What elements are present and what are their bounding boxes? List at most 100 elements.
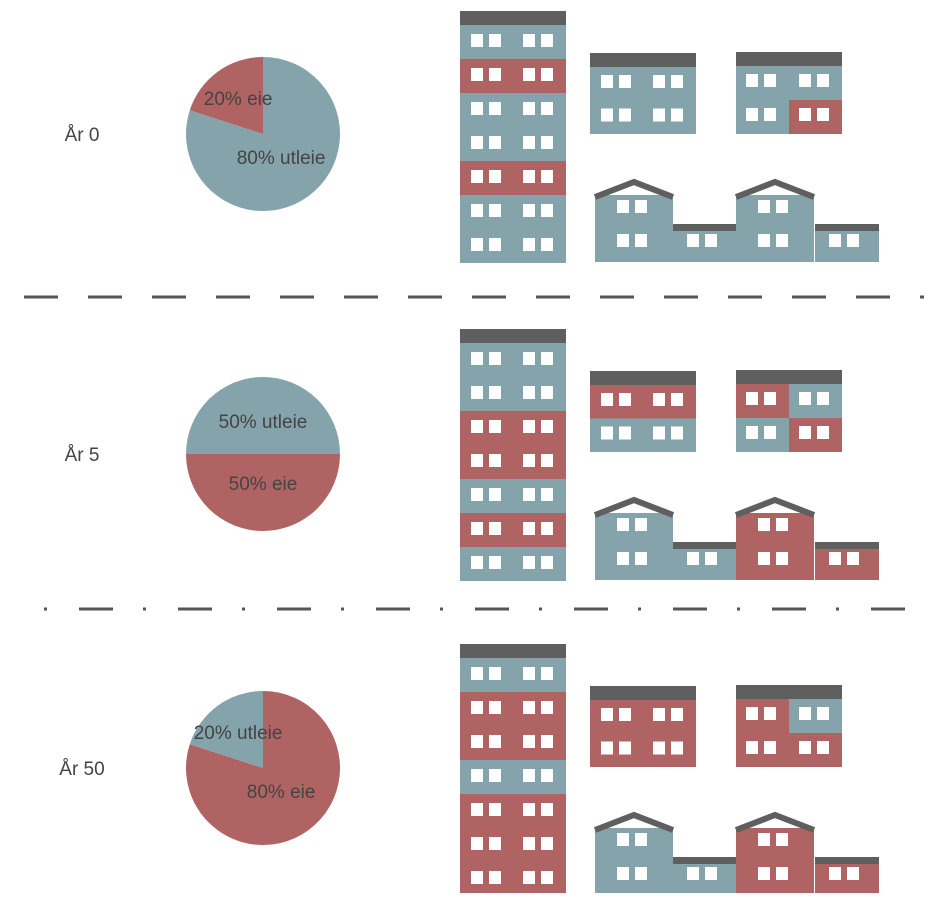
window	[471, 420, 483, 433]
window	[776, 867, 788, 880]
window	[617, 518, 629, 531]
window	[764, 741, 776, 754]
window	[817, 741, 829, 754]
house-roof	[593, 811, 675, 833]
block	[736, 733, 789, 767]
window	[619, 75, 631, 88]
window	[817, 426, 829, 439]
window	[776, 552, 788, 565]
window	[764, 392, 776, 405]
data-label: 20% eie	[204, 89, 273, 110]
window	[471, 556, 483, 569]
block	[789, 699, 842, 733]
pie-slice	[186, 454, 340, 531]
pie-slice	[189, 691, 263, 768]
link	[673, 864, 736, 895]
window	[671, 393, 683, 406]
house-roof	[734, 811, 816, 833]
window	[541, 34, 553, 47]
window	[541, 102, 553, 115]
window	[471, 667, 483, 680]
house-upper	[595, 195, 673, 228]
window	[489, 352, 501, 365]
window	[799, 392, 811, 405]
house-roof	[593, 178, 675, 200]
window	[601, 708, 613, 721]
window	[471, 522, 483, 535]
window	[746, 426, 758, 439]
window	[687, 552, 699, 565]
window	[817, 108, 829, 121]
window	[523, 735, 535, 748]
window	[758, 200, 770, 213]
window	[541, 420, 553, 433]
house-roof	[734, 178, 816, 200]
block	[789, 100, 842, 134]
house-upper	[595, 828, 673, 861]
data-label: 50% utleie	[219, 412, 308, 433]
roof	[460, 11, 566, 25]
window	[523, 204, 535, 217]
window	[489, 238, 501, 251]
window	[523, 871, 535, 884]
pie-slice	[186, 377, 340, 454]
window	[619, 108, 631, 122]
window	[541, 735, 553, 748]
window	[489, 667, 501, 680]
window	[601, 75, 613, 88]
window	[635, 200, 647, 213]
window	[471, 204, 483, 217]
block	[736, 418, 789, 452]
roof	[736, 370, 842, 384]
house-lower	[736, 861, 814, 895]
window	[541, 170, 553, 183]
window	[523, 803, 535, 816]
window	[523, 667, 535, 680]
roof	[815, 857, 879, 864]
window	[523, 352, 535, 365]
window	[635, 867, 647, 880]
window	[705, 234, 717, 247]
window	[541, 701, 553, 714]
window	[523, 238, 535, 251]
window	[635, 552, 647, 565]
window	[541, 769, 553, 782]
window	[847, 552, 859, 565]
window	[619, 741, 631, 755]
window	[758, 234, 770, 247]
house-roof	[734, 496, 816, 518]
block	[789, 66, 842, 100]
window	[746, 707, 758, 720]
window	[617, 833, 629, 846]
house-upper	[736, 195, 814, 228]
roof	[590, 686, 696, 700]
window	[471, 769, 483, 782]
window	[635, 234, 647, 247]
window	[601, 426, 613, 440]
window	[541, 522, 553, 535]
roof	[815, 224, 879, 231]
window	[705, 552, 717, 565]
window	[746, 74, 758, 87]
window	[619, 393, 631, 406]
window	[671, 708, 683, 721]
data-label: 20% utleie	[194, 723, 283, 744]
window	[489, 136, 501, 149]
window	[829, 867, 841, 880]
roof	[736, 52, 842, 66]
house-lower	[736, 546, 814, 580]
window	[764, 426, 776, 439]
window	[523, 454, 535, 467]
window	[671, 108, 683, 122]
window	[776, 234, 788, 247]
house-upper	[595, 513, 673, 546]
window	[653, 393, 665, 406]
house-lower	[736, 228, 814, 262]
window	[523, 556, 535, 569]
window	[489, 837, 501, 850]
window	[471, 803, 483, 816]
window	[489, 386, 501, 399]
roof	[590, 371, 696, 385]
window	[541, 204, 553, 217]
